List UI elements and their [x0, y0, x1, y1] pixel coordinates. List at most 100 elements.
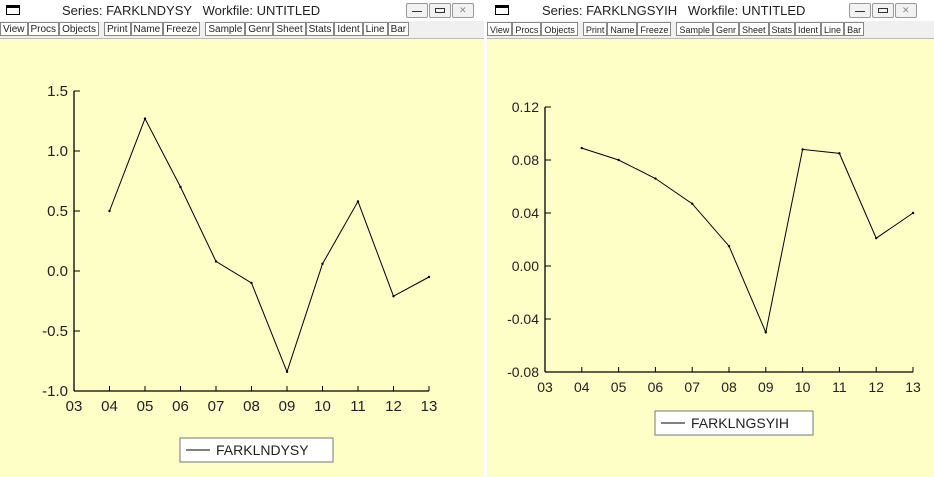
y-tick-label: 0.5 — [47, 203, 68, 220]
window-menu-icon[interactable] — [6, 5, 20, 15]
y-tick-label: -1.0 — [42, 383, 68, 400]
x-tick-label: 11 — [350, 398, 366, 415]
data-point — [654, 177, 657, 180]
maximize-button[interactable] — [872, 3, 894, 18]
window-title: Series: FARKLNGSYIH Workfile: UNTITLED — [542, 3, 806, 18]
maximize-button[interactable] — [429, 3, 451, 18]
plot-area: 1.5 1.0 0.5 0.0 -0.5 -1.0 03 04 05 06 07 08 09 10 11 12… — [0, 39, 484, 477]
toolbar-button-genr[interactable]: Genr — [712, 22, 739, 36]
data-point — [764, 331, 767, 334]
toolbar-button-sample[interactable]: Sample — [205, 22, 246, 36]
toolbar-button-sheet[interactable]: Sheet — [273, 22, 306, 36]
x-tick-label: 13 — [421, 398, 438, 415]
toolbar: View Procs Objects Print Name Freeze Sample Gen… — [487, 21, 934, 39]
data-point — [179, 185, 182, 189]
minimize-button[interactable] — [849, 3, 871, 18]
x-tick-label: 10 — [795, 379, 811, 395]
toolbar-button-stats[interactable]: Stats — [305, 22, 335, 36]
toolbar-button-bar[interactable]: Bar — [844, 22, 865, 36]
toolbar-button-bar[interactable]: Bar — [387, 22, 410, 36]
legend-label: FARKLNGSYIH — [691, 415, 789, 431]
toolbar-button-procs[interactable]: Procs — [512, 22, 542, 36]
data-point — [214, 260, 218, 263]
plot-area: 0.12 0.08 0.04 0.00 -0.04 -0.08 03 04 05 06 07 08 09… — [487, 39, 934, 477]
x-tick-label: 10 — [314, 398, 331, 415]
minimize-icon — [855, 9, 865, 12]
toolbar: View Procs Objects Print Name Freeze Sample Gen… — [0, 21, 484, 39]
series-line-farklngsyih — [581, 147, 914, 334]
y-tick-label: 0.00 — [512, 258, 539, 274]
y-tick-label: -0.5 — [42, 323, 68, 340]
data-point — [617, 158, 620, 162]
toolbar-button-name[interactable]: Name — [130, 22, 164, 36]
data-point — [427, 275, 431, 279]
legend: FARKLNGSYIH — [654, 410, 814, 436]
y-tick-label: 1.5 — [47, 83, 68, 100]
data-point — [392, 295, 395, 298]
x-tick-label: 05 — [611, 379, 627, 395]
x-tick-label: 08 — [243, 398, 260, 415]
y-tick-label: 0.04 — [512, 205, 539, 221]
y-tick-label: 0.0 — [47, 263, 68, 280]
close-button[interactable]: ✕ — [895, 3, 917, 18]
toolbar-button-ident[interactable]: Ident — [795, 22, 822, 36]
close-button[interactable]: ✕ — [452, 3, 474, 18]
y-tick-label: 1.0 — [47, 143, 68, 160]
series-window-farklndysy[interactable]: Series: FARKLNDYSY Workfile: UNTITLED ✕ … — [0, 0, 484, 477]
minimize-button[interactable] — [406, 3, 428, 18]
x-tick-label: 09 — [758, 379, 774, 395]
data-point — [285, 370, 289, 373]
toolbar-button-ident[interactable]: Ident — [334, 22, 363, 36]
x-tick-label: 06 — [648, 379, 664, 395]
close-icon: ✕ — [459, 5, 467, 15]
toolbar-button-objects[interactable]: Objects — [541, 22, 578, 36]
toolbar-button-genr[interactable]: Genr — [245, 22, 274, 36]
x-tick-label: 07 — [208, 398, 225, 415]
x-tick-label: 03 — [537, 379, 553, 395]
data-point — [727, 244, 731, 248]
data-point — [580, 146, 583, 150]
y-tick-label: -0.08 — [507, 364, 539, 380]
toolbar-button-line[interactable]: Line — [821, 22, 845, 36]
y-tick-label: -0.04 — [507, 311, 539, 327]
toolbar-button-freeze[interactable]: Freeze — [163, 22, 201, 36]
x-tick-label: 05 — [137, 398, 154, 415]
data-point — [911, 211, 915, 215]
data-point — [801, 148, 804, 151]
x-tick-label: 07 — [684, 379, 700, 395]
data-point — [356, 200, 360, 203]
series-line-farklndysy — [109, 117, 430, 374]
window-menu-icon[interactable] — [495, 5, 509, 15]
toolbar-button-view[interactable]: View — [487, 22, 513, 36]
toolbar-button-line[interactable]: Line — [362, 22, 388, 36]
legend: FARKLNDYSY — [179, 437, 334, 463]
x-tick-label: 12 — [868, 379, 884, 395]
title-bar[interactable]: Series: FARKLNGSYIH Workfile: UNTITLED ✕ — [487, 0, 934, 20]
toolbar-button-stats[interactable]: Stats — [768, 22, 796, 36]
series-window-farklngsyih[interactable]: Series: FARKLNGSYIH Workfile: UNTITLED ✕… — [487, 0, 934, 477]
x-tick-label: 04 — [101, 398, 118, 415]
maximize-icon — [435, 8, 445, 13]
y-tick-label: 0.12 — [512, 99, 539, 115]
toolbar-button-sample[interactable]: Sample — [676, 22, 713, 36]
toolbar-button-freeze[interactable]: Freeze — [637, 22, 672, 36]
x-tick-label: 03 — [66, 398, 83, 415]
title-bar[interactable]: Series: FARKLNDYSY Workfile: UNTITLED ✕ — [0, 0, 484, 20]
toolbar-button-sheet[interactable]: Sheet — [738, 22, 769, 36]
toolbar-button-name[interactable]: Name — [607, 22, 638, 36]
toolbar-button-view[interactable]: View — [0, 22, 28, 36]
toolbar-button-objects[interactable]: Objects — [59, 22, 99, 36]
data-point — [143, 117, 147, 120]
close-icon: ✕ — [902, 5, 910, 15]
data-point — [691, 202, 694, 205]
x-tick-label: 12 — [385, 398, 402, 415]
line-chart: 1.5 1.0 0.5 0.0 -0.5 -1.003 04 05 06 07 08 09 10 11 12… — [42, 83, 438, 463]
legend-label: FARKLNDYSY — [216, 442, 309, 458]
x-tick-label: 04 — [574, 379, 590, 395]
x-tick-label: 13 — [905, 379, 921, 395]
toolbar-button-procs[interactable]: Procs — [27, 22, 60, 36]
toolbar-button-print[interactable]: Print — [582, 22, 608, 36]
toolbar-button-print[interactable]: Print — [103, 22, 131, 36]
maximize-icon — [878, 8, 888, 13]
